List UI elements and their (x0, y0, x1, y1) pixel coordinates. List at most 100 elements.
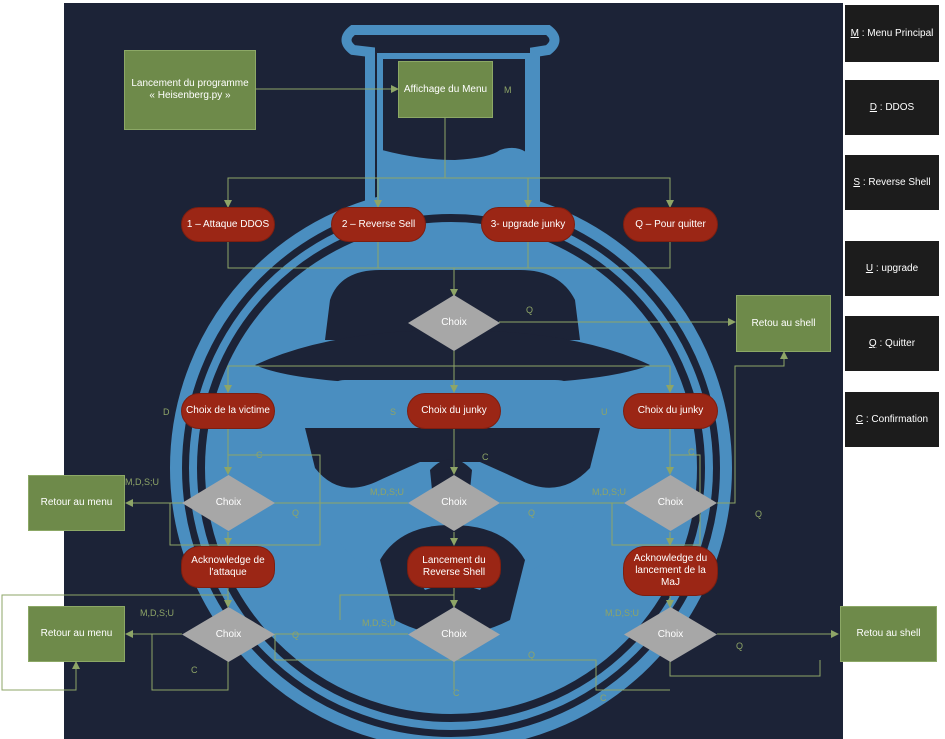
start-label: Lancement du programme « Heisenberg.py » (131, 78, 249, 101)
choix-junky-mid: Choix du junky (407, 393, 501, 429)
retour-menu-bottom: Retour au menu (28, 606, 125, 662)
lancement-reverse-label: Lancement du Reverse Shell (422, 555, 486, 578)
lancement-reverse: Lancement du Reverse Shell (407, 546, 501, 588)
flask-neck-outline (341, 25, 560, 215)
edge-label: M,D,S;U (125, 477, 160, 487)
legend-text: : Confirmation (865, 414, 929, 425)
edge-bc-left (274, 633, 670, 691)
edge-menu-options (224, 118, 446, 208)
legend-ddos: D : DDOS (845, 80, 939, 135)
edge-label: Q (292, 508, 300, 518)
ack-maj: Acknowledge du lancement de la MaJ (623, 546, 718, 596)
option-quit-label: Q – Pour quitter (635, 218, 706, 230)
menu-node: Affichage du Menu (398, 61, 493, 118)
retour-menu-top-label: Retour au menu (40, 497, 113, 508)
hat-brim (255, 330, 650, 385)
menu-label: Affichage du Menu (403, 83, 488, 95)
option-upgrade: 3- upgrade junky (481, 207, 575, 242)
edge-label: M,D,S;U (140, 608, 175, 618)
edge-label: Q (292, 630, 300, 640)
flask-outer-ring (170, 187, 732, 739)
choix-victime: Choix de la victime (181, 393, 275, 429)
option-reverse: 2 – Reverse Sell (331, 207, 426, 242)
edge-label: C (482, 452, 489, 462)
edge-label: S (390, 407, 397, 417)
edge-choix-left (224, 365, 454, 393)
option-ddos-label: 1 – Attaque DDOS (186, 218, 270, 230)
legend-text: : Reverse Shell (862, 177, 931, 188)
edge-label: Q (736, 641, 744, 651)
edge-label: C (256, 450, 263, 460)
legend-key: U (865, 263, 874, 274)
edge-bl-c (151, 634, 229, 691)
edge-loop-left (169, 454, 321, 546)
retour-shell-bottom: Retou au shell (840, 606, 937, 662)
legend-key: Q (868, 338, 877, 349)
start-node: Lancement du programme « Heisenberg.py » (124, 50, 256, 130)
choix-victime-label: Choix de la victime (186, 405, 270, 416)
ack-attaque: Acknowledge de l'attaque (181, 546, 275, 588)
edge-label: Q (528, 650, 536, 660)
option-reverse-label: 2 – Reverse Sell (341, 218, 416, 230)
decision-bottom-left-label: Choix (215, 628, 242, 640)
legend-confirm: C : Confirmation (845, 392, 939, 447)
legend-text: : Menu Principal (861, 28, 934, 39)
edge-choix-right (454, 365, 674, 393)
legend-menu: M : Menu Principal (845, 5, 939, 62)
edge-label: U (601, 407, 608, 417)
edge-label: M,D,S;U (592, 487, 627, 497)
choix-junky-right: Choix du junky (623, 393, 718, 429)
legend-text: : Quitter (879, 338, 916, 349)
retour-shell-top-label: Retou au shell (751, 317, 816, 329)
decision-main-label: Choix (441, 317, 467, 328)
sunglasses (305, 428, 600, 488)
choix-junky-right-label: Choix du junky (637, 405, 704, 416)
decision-bottom-center-label: Choix (441, 628, 467, 640)
edge-menu-quit (445, 177, 674, 208)
flask-dark-ring (197, 214, 705, 722)
edge-menu-upgrade (445, 177, 532, 208)
decision-right-label: Choix (657, 497, 684, 508)
edge-label: C (191, 665, 198, 675)
legend-upgrade: U : upgrade (845, 241, 939, 296)
ack-attaque-label: Acknowledge de l'attaque (191, 555, 265, 578)
legend-key: S (853, 177, 861, 188)
edge-outer-loop (1, 594, 228, 691)
edge-label: Q (755, 509, 763, 519)
edge-right-q (717, 351, 788, 504)
legend-key: C (855, 414, 864, 425)
retour-menu-bottom-label: Retour au menu (40, 628, 113, 639)
edge-label: Q (526, 305, 534, 315)
option-quit: Q – Pour quitter (623, 207, 718, 242)
edge-label: Q (528, 508, 536, 518)
option-ddos: 1 – Attaque DDOS (181, 207, 275, 242)
edge-label: M,D,S;U (605, 608, 640, 618)
legend-text: : upgrade (875, 263, 919, 274)
edge-menu-reverse (374, 177, 445, 208)
option-upgrade-label: 3- upgrade junky (490, 218, 566, 230)
edge-label: M,D,S;U (370, 487, 405, 497)
legend-text: : DDOS (879, 102, 915, 113)
edge-label: M,D,S;U (362, 618, 397, 628)
ack-maj-label: Acknowledge du lancement de la MaJ (633, 553, 708, 588)
edge-label: C (600, 693, 607, 703)
edge-label: C (453, 688, 460, 698)
decision-center-label: Choix (441, 497, 467, 508)
choix-junky-mid-label: Choix du junky (421, 405, 487, 416)
legend-quit: Q : Quitter (845, 316, 939, 371)
flask-liquid (382, 147, 526, 220)
edge-options-choix (227, 241, 671, 296)
edge-bc-return (339, 594, 454, 620)
retour-shell-top: Retou au shell (736, 295, 831, 352)
edge-br-q (669, 660, 821, 677)
retour-menu-top: Retour au menu (28, 475, 125, 531)
legend-key: D (869, 102, 877, 113)
legend-reverse: S : Reverse Shell (845, 155, 939, 210)
decision-left-label: Choix (215, 497, 242, 508)
edge-loop-right (611, 454, 701, 546)
edge-label: C (688, 447, 695, 457)
edge-label: M (504, 85, 512, 95)
decision-bottom-right-label: Choix (657, 628, 684, 640)
retour-shell-bottom-label: Retou au shell (856, 628, 921, 639)
